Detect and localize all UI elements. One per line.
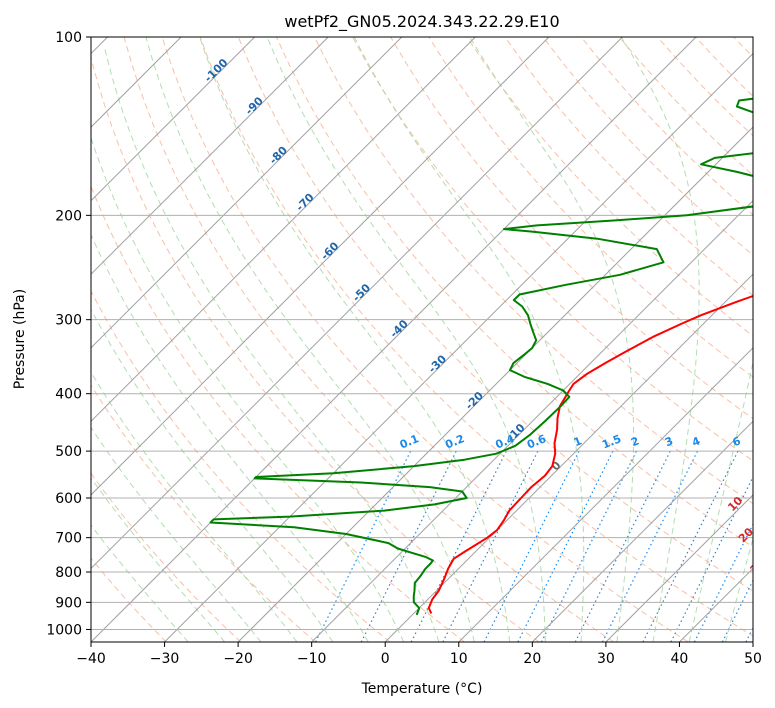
isotherm-line xyxy=(91,37,476,423)
y-tick-label: 200 xyxy=(55,208,82,224)
moist-adiabat-line xyxy=(104,49,440,642)
dry-adiabat-line xyxy=(91,55,540,642)
chart-title: wetPf2_GN05.2024.343.22.29.E10 xyxy=(284,12,559,32)
y-tick-label: 400 xyxy=(55,387,82,403)
dry-adiabat-line xyxy=(91,384,316,642)
moist-adiabat-line xyxy=(620,37,700,642)
y-tick-label: 100 xyxy=(55,30,82,46)
y-tick-label: 300 xyxy=(55,313,82,329)
isotherm-line xyxy=(164,52,753,642)
y-tick-label: 800 xyxy=(55,565,82,581)
moist-adiabat-line xyxy=(353,37,585,642)
plot-area: -100-90-80-70-60-50-40-30-20-100 0.1 0.2 0… xyxy=(91,37,768,642)
skewed-isotherms xyxy=(91,37,753,642)
sounding-series xyxy=(209,97,753,616)
dry-adiabat-line xyxy=(428,37,753,378)
y-axis-label: Pressure (hPa) xyxy=(12,289,28,389)
x-tick-label: 30 xyxy=(597,651,615,667)
dewpoint-profile-line xyxy=(209,97,753,616)
dry-adiabat-line xyxy=(91,290,391,642)
y-axis-ticks: 100 200 300 400 500 600 700 800 900 1000 xyxy=(46,30,91,638)
dry-adiabat-line xyxy=(466,37,753,337)
x-tick-label: −20 xyxy=(223,651,253,667)
pressure-gridlines xyxy=(91,37,753,630)
x-tick-label: 50 xyxy=(744,651,762,667)
mixing-ratio-label: 3 xyxy=(663,434,675,449)
x-tick-label: −10 xyxy=(297,651,327,667)
temperature-profile-line xyxy=(427,294,753,614)
x-axis-ticks: −40 −30 −20 −10 0 10 20 30 40 50 xyxy=(76,642,762,667)
moist-adiabat-line xyxy=(199,37,511,642)
isotherm-line xyxy=(91,37,403,349)
isotherm-line xyxy=(311,199,753,642)
moist-adiabat-line xyxy=(91,308,334,642)
dry-adiabat-line xyxy=(237,37,753,592)
x-tick-label: −40 xyxy=(76,651,106,667)
isotherm-line xyxy=(384,273,753,642)
dry-adiabat-line xyxy=(504,37,753,296)
isotherm-line xyxy=(237,126,753,642)
mixing-ratio-label: 1 xyxy=(572,434,584,449)
moist-adiabat-line xyxy=(145,37,475,642)
dry-adiabat-line xyxy=(91,185,465,642)
x-tick-label: 10 xyxy=(450,651,468,667)
moist-adiabat-line xyxy=(266,37,546,642)
dry-adiabat-line xyxy=(91,472,242,642)
moist-adiabat-label: 30 xyxy=(748,556,768,576)
x-tick-label: −30 xyxy=(150,651,180,667)
moist-adiabat-line xyxy=(725,536,753,642)
dry-adiabat-line xyxy=(161,37,689,642)
isotherm-line xyxy=(605,494,753,642)
moist-adiabat-line xyxy=(91,477,226,642)
isotherm-line xyxy=(91,37,550,496)
plot-frame xyxy=(90,36,754,643)
y-tick-label: 1000 xyxy=(46,622,82,638)
isotherm-line xyxy=(91,37,329,275)
y-tick-label: 500 xyxy=(55,444,82,460)
dry-adiabat-line xyxy=(352,37,753,462)
moist-adiabat-line xyxy=(91,136,405,642)
x-axis-label: Temperature (°C) xyxy=(361,681,483,697)
x-tick-label: 0 xyxy=(381,651,390,667)
y-tick-label: 900 xyxy=(55,595,82,611)
dry-adiabat-line xyxy=(314,37,753,505)
isotherm-line xyxy=(91,37,256,202)
y-tick-label: 600 xyxy=(55,491,82,507)
x-tick-label: 20 xyxy=(523,651,541,667)
isotherm-line xyxy=(91,37,623,570)
y-tick-label: 700 xyxy=(55,531,82,547)
dry-adiabat-line xyxy=(275,37,753,548)
isotherm-line xyxy=(458,347,753,642)
x-tick-label: 40 xyxy=(671,651,689,667)
moist-adiabat-line xyxy=(91,426,262,642)
moist-adiabat-line xyxy=(469,37,634,642)
moist-adiabat-line xyxy=(688,360,753,642)
moist-adiabat-line xyxy=(91,233,369,642)
mixing-ratio-label: 2 xyxy=(629,434,641,449)
isotherm-line xyxy=(91,37,697,642)
isotherm-line xyxy=(531,420,753,642)
